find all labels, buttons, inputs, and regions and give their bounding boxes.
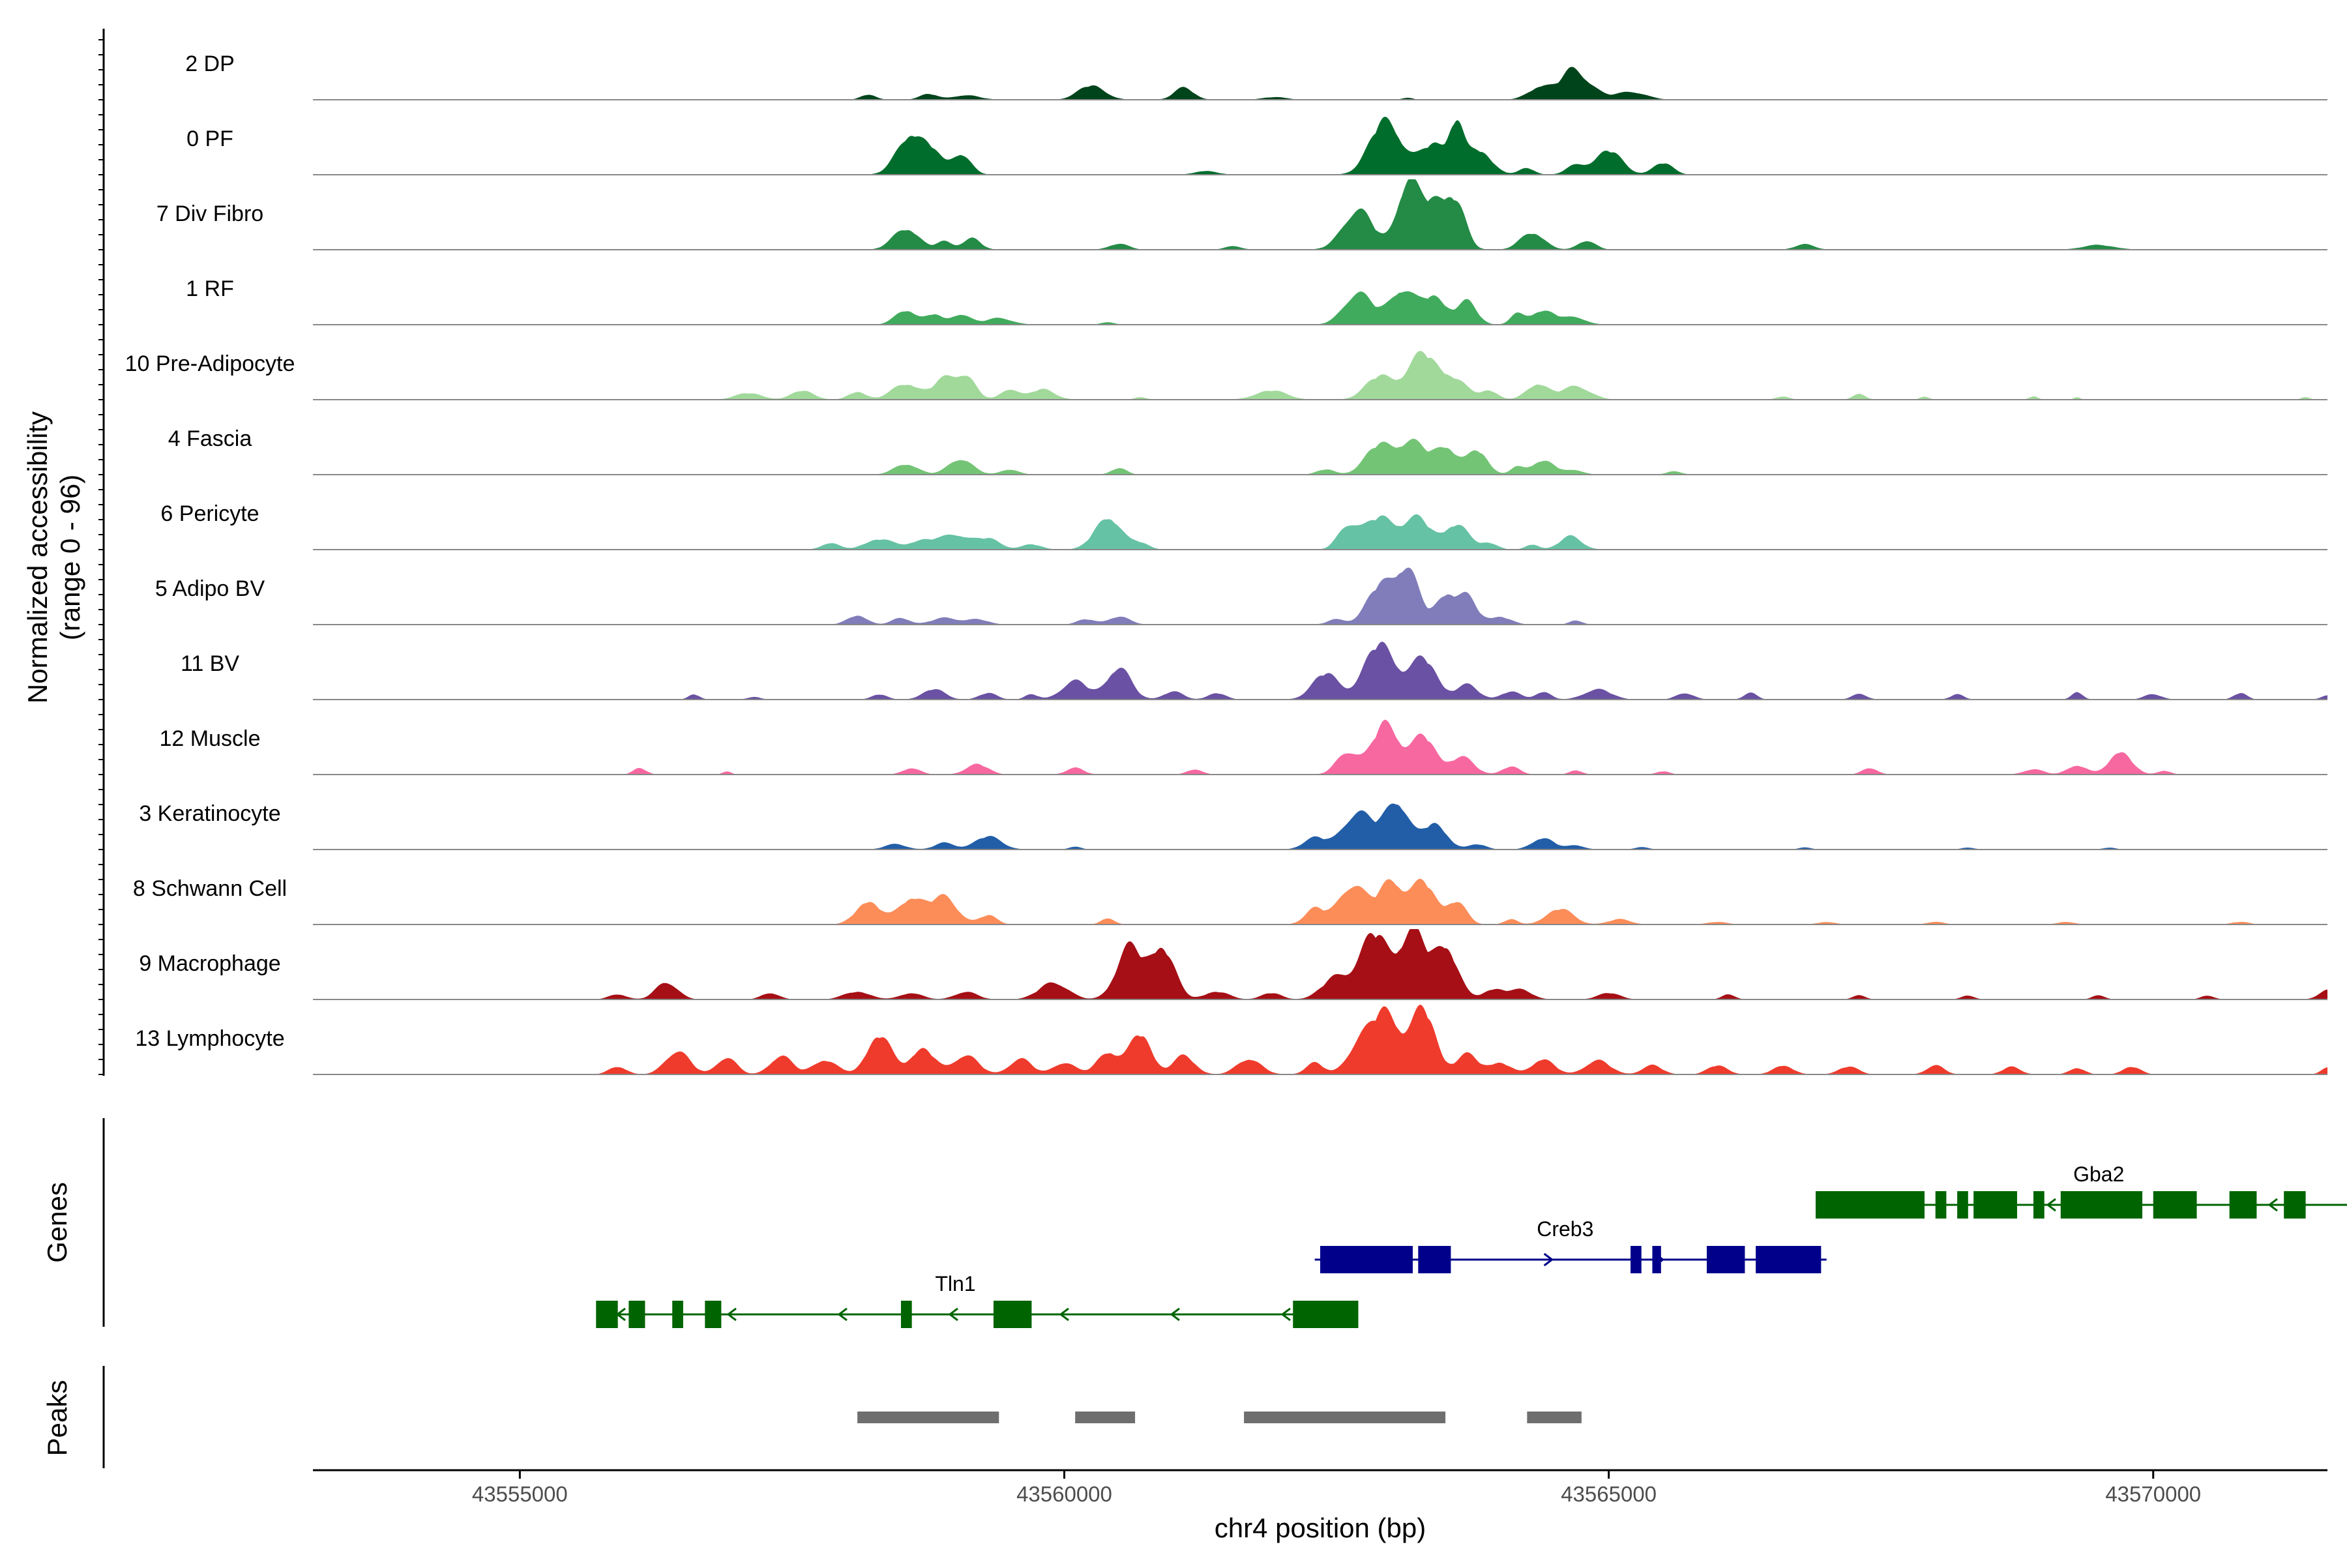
peaks-panel-label: Peaks — [42, 1380, 72, 1457]
gene-label: Gba2 — [2073, 1162, 2124, 1186]
strand-arrow — [948, 1307, 958, 1322]
coverage-area — [313, 351, 2327, 400]
gene-exon — [1631, 1246, 1642, 1273]
coverage-area — [313, 514, 2327, 550]
gene-exon — [1706, 1246, 1745, 1273]
track-12: 8 Schwann Cell — [133, 876, 2327, 925]
coverage-area — [313, 720, 2327, 775]
track-3: 7 Div Fibro — [156, 179, 2327, 250]
y-axis-title-line1: Normalized accessibility — [22, 411, 53, 703]
peak-region — [1244, 1412, 1446, 1423]
x-axis-ticks: 43555000 43560000 43565000 43570000 — [472, 1470, 2201, 1506]
y-axis-title-line2: (range 0 - 96) — [55, 475, 85, 640]
strand-arrow — [837, 1307, 848, 1322]
gene-exon — [628, 1301, 645, 1328]
track-4: 1 RF — [186, 276, 2327, 325]
coverage-area — [313, 117, 2327, 175]
coverage-area — [313, 67, 2327, 100]
x-axis-title: chr4 position (bp) — [1215, 1513, 1426, 1543]
gene-gba2: Gba2 — [1815, 1162, 2347, 1219]
coverage-area — [313, 1005, 2327, 1074]
track-7: 6 Pericyte — [160, 501, 2327, 550]
gene-exon — [596, 1301, 618, 1328]
gene-label: Tln1 — [935, 1272, 975, 1295]
strand-arrow — [726, 1307, 737, 1322]
track-label: 13 Lymphocyte — [135, 1026, 284, 1051]
peak-track — [857, 1412, 1582, 1423]
gene-exon — [1815, 1191, 1925, 1219]
track-y-axis — [98, 29, 105, 1076]
track-label: 8 Schwann Cell — [133, 876, 287, 901]
coverage-area — [313, 179, 2327, 250]
coverage-area — [313, 929, 2327, 999]
x-tick-label: 43570000 — [2105, 1482, 2201, 1506]
x-tick-label: 43565000 — [1561, 1482, 1657, 1506]
peak-region — [857, 1412, 999, 1423]
gene-exon — [2284, 1191, 2306, 1219]
gene-creb3: Creb3 — [1314, 1217, 1827, 1273]
track-10: 12 Muscle — [160, 720, 2327, 775]
track-13: 9 Macrophage — [139, 929, 2327, 1000]
track-2: 0 PF — [186, 117, 2327, 175]
gene-exon — [2229, 1191, 2257, 1219]
track-label: 10 Pre-Adipocyte — [125, 351, 295, 376]
gene-exon — [1418, 1246, 1451, 1273]
track-label: 6 Pericyte — [160, 501, 259, 526]
track-9: 11 BV — [181, 642, 2327, 700]
x-tick-label: 43560000 — [1016, 1482, 1112, 1506]
strand-arrow — [1280, 1307, 1291, 1322]
track-label: 7 Div Fibro — [156, 201, 263, 226]
gene-exon — [705, 1301, 722, 1328]
track-8: 5 Adipo BV — [155, 567, 2327, 625]
gene-exon — [1957, 1191, 1968, 1219]
coverage-area — [313, 567, 2327, 625]
coverage-area — [313, 878, 2327, 925]
track-label: 5 Adipo BV — [155, 576, 265, 601]
genes-panel-label: Genes — [42, 1182, 72, 1263]
gene-exon — [1756, 1246, 1822, 1273]
gene-exon — [2153, 1191, 2197, 1219]
track-label: 3 Keratinocyte — [139, 801, 280, 826]
coverage-area — [313, 642, 2327, 700]
gene-exon — [1652, 1246, 1661, 1273]
coverage-area — [313, 803, 2327, 850]
gene-tln1: Tln1 — [596, 1272, 1359, 1328]
gene-exon — [900, 1301, 912, 1328]
track-6: 4 Fascia — [168, 426, 2327, 475]
gene-exon — [2060, 1191, 2143, 1219]
track-label: 9 Macrophage — [139, 951, 280, 976]
track-5: 10 Pre-Adipocyte — [125, 351, 2327, 400]
gene-track: Gba2 Creb3 Tln1 — [596, 1162, 2347, 1328]
strand-arrow — [1059, 1307, 1069, 1322]
track-11: 3 Keratinocyte — [139, 801, 2327, 850]
gene-exon — [1293, 1301, 1359, 1328]
gene-exon — [993, 1301, 1032, 1328]
x-tick-label: 43555000 — [472, 1482, 568, 1506]
track-label: 12 Muscle — [160, 726, 261, 751]
strand-arrow — [2046, 1198, 2056, 1212]
track-label: 2 DP — [185, 52, 235, 76]
track-label: 4 Fascia — [168, 426, 252, 451]
coverage-tracks: 2 DP 0 PF 7 Div Fibro 1 RF 10 Pre-Adipocyte 4… — [125, 52, 2327, 1075]
gene-exon — [1935, 1191, 1947, 1219]
track-label: 11 BV — [181, 651, 239, 676]
gene-exon — [1973, 1191, 2017, 1219]
strand-arrow — [1170, 1307, 1180, 1322]
coverage-area — [313, 438, 2327, 475]
coverage-area — [313, 291, 2327, 325]
peak-region — [1527, 1412, 1582, 1423]
track-label: 1 RF — [186, 276, 234, 301]
track-1: 2 DP — [185, 52, 2327, 100]
strand-arrow — [2267, 1198, 2278, 1212]
gene-exon — [2033, 1191, 2044, 1219]
gene-exon — [672, 1301, 683, 1328]
gene-label: Creb3 — [1537, 1217, 1593, 1241]
peak-region — [1075, 1412, 1136, 1423]
track-label: 0 PF — [186, 126, 233, 151]
strand-arrow — [1543, 1252, 1554, 1267]
track-14: 13 Lymphocyte — [135, 1005, 2327, 1075]
gene-exon — [1320, 1246, 1413, 1273]
